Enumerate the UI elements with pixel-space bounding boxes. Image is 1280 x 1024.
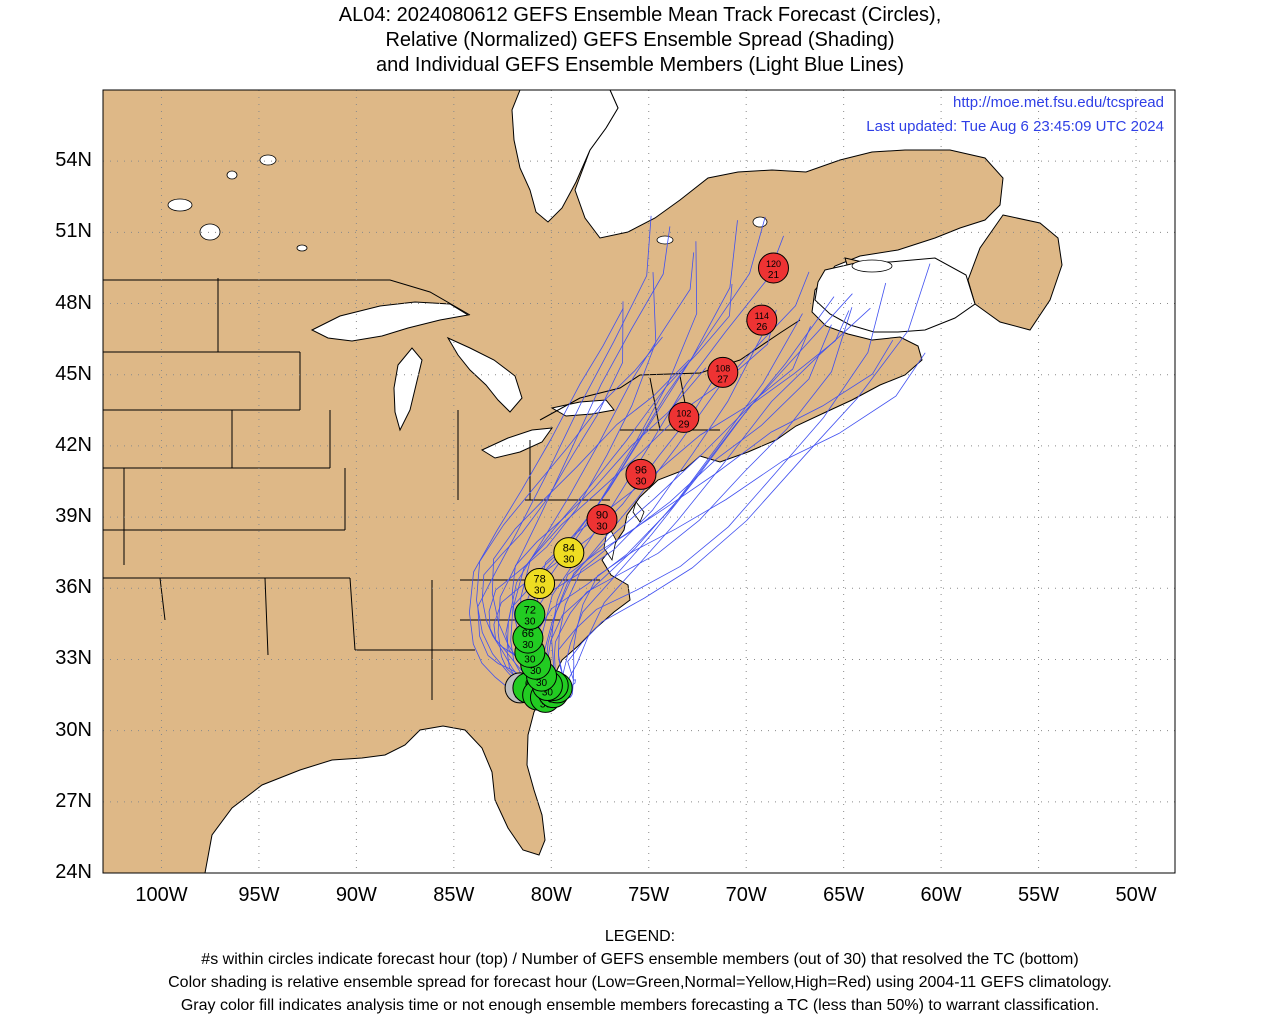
lat-label: 24N [55,861,92,883]
track-circle [586,503,618,535]
track-circle [553,537,585,569]
title-line-3: and Individual GEFS Ensemble Members (Li… [375,54,905,76]
last-updated: Last updated: Tue Aug 6 23:45:09 UTC 202… [866,118,1164,135]
legend-line-3: Gray color fill indicates analysis time … [180,997,1100,1014]
lat-label: 48N [55,291,92,314]
mean-track-circles: 0306301230183024303030363042304830543060… [504,252,789,713]
lat-label: 39N [55,505,92,528]
track-circle [707,356,739,388]
lon-label: 85W [433,884,475,906]
lat-label: 45N [55,362,92,385]
member-count-label: 30 [596,521,608,532]
legend-line-1: #s within circles indicate forecast hour… [201,951,1079,968]
forecast-hour-label: 84 [563,543,575,555]
member-count-label: 30 [524,616,536,627]
forecast-hour-label: 66 [522,628,534,640]
forecast-hour-label: 78 [533,574,545,586]
track-circle [524,568,556,600]
forecast-hour-label: 102 [676,408,691,418]
lon-label: 80W [530,884,572,906]
track-circle [668,401,700,433]
map-frame [102,89,1176,874]
track-circle [757,252,789,284]
member-count-label: 26 [756,322,768,333]
lon-label: 70W [725,884,767,906]
track-circle [746,304,778,336]
member-count-label: 30 [635,476,647,487]
credit-url: http://moe.met.fsu.edu/tcspread [953,94,1164,111]
member-count-label: 21 [768,270,780,281]
track-circle [625,458,657,490]
member-count-label: 30 [542,688,554,699]
member-count-label: 27 [717,374,729,385]
legend-heading: LEGEND: [604,928,676,945]
lon-label: 50W [1115,884,1157,906]
lat-label: 54N [55,149,92,172]
member-count-label: 30 [524,654,536,665]
lon-label: 100W [135,884,188,906]
lat-label: 42N [55,433,92,456]
lat-label: 33N [55,647,92,670]
lat-label: 36N [55,576,92,599]
title-line-1: AL04: 2024080612 GEFS Ensemble Mean Trac… [338,4,942,26]
member-count-label: 30 [536,678,548,689]
lat-label: 51N [55,220,92,243]
member-count-label: 30 [530,666,542,677]
member-count-label: 30 [534,586,546,597]
forecast-hour-label: 108 [715,363,730,373]
lat-label: 30N [55,718,92,741]
lon-label: 95W [238,884,280,906]
title-line-2: Relative (Normalized) GEFS Ensemble Spre… [385,29,895,51]
member-count-label: 29 [678,419,690,430]
track-circle [514,598,546,630]
lon-label: 55W [1018,884,1060,906]
forecast-hour-label: 114 [755,311,769,321]
lat-label: 27N [55,789,92,812]
forecast-hour-label: 120 [766,259,781,269]
member-count-label: 30 [522,640,534,651]
forecast-hour-label: 72 [524,604,536,616]
lon-label: 75W [628,884,670,906]
lon-label: 60W [920,884,962,906]
forecast-hour-label: 96 [635,464,647,476]
lon-label: 90W [335,884,377,906]
member-count-label: 30 [563,555,575,566]
forecast-hour-label: 90 [596,509,608,521]
legend-line-2: Color shading is relative ensemble sprea… [168,974,1112,991]
land-masses [102,89,1063,874]
lon-label: 65W [823,884,865,906]
